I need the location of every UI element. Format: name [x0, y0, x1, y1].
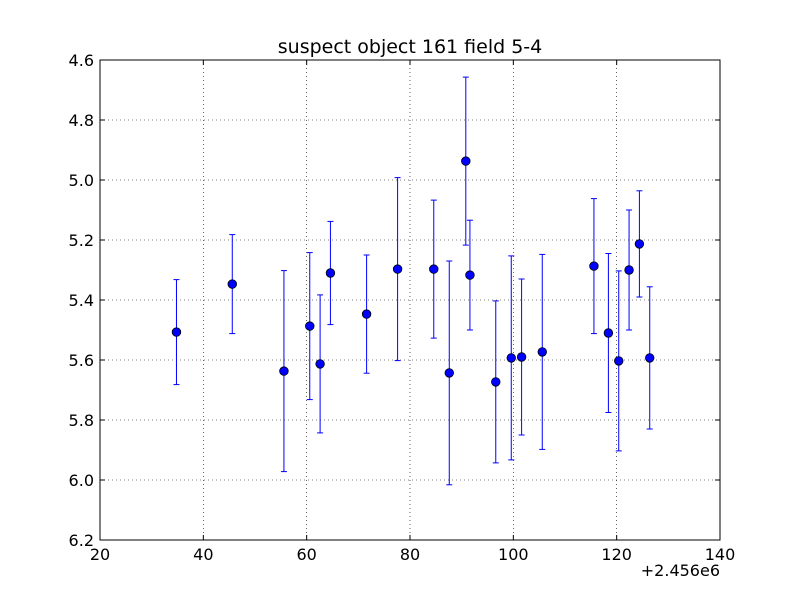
- data-point: [634, 239, 645, 249]
- data-point: [227, 279, 237, 289]
- data-point: [325, 268, 336, 278]
- data-point: [361, 309, 372, 319]
- data-point: [645, 353, 655, 363]
- data-point: [491, 377, 501, 387]
- x-tick-label: 60: [296, 545, 316, 564]
- y-tick-label: 6.2: [69, 531, 94, 550]
- data-point: [279, 366, 289, 376]
- y-tick-label: 4.6: [69, 51, 94, 70]
- data-point: [506, 353, 516, 363]
- chart-title: suspect object 161 field 5-4: [278, 36, 543, 58]
- x-tick-label: 40: [193, 545, 213, 564]
- data-point: [305, 321, 315, 331]
- y-tick-label: 4.8: [69, 111, 94, 130]
- x-tick-label: 140: [705, 545, 736, 564]
- data-point: [444, 368, 454, 378]
- x-tick-labels: 20 40 60 80 100 120 140: [90, 545, 735, 564]
- y-tick-label: 5.2: [69, 231, 94, 250]
- y-tick-label: 6.0: [69, 471, 94, 490]
- data-point: [537, 347, 547, 357]
- data-point: [589, 261, 599, 271]
- y-tick-label: 5.4: [69, 291, 94, 310]
- data-point: [516, 352, 527, 362]
- error-bars: [173, 76, 653, 486]
- data-points: [171, 156, 655, 387]
- data-point: [624, 265, 634, 275]
- data-point: [171, 327, 182, 337]
- x-offset-label: +2.456e6: [641, 561, 720, 580]
- data-point: [392, 264, 403, 274]
- axis-ticks: [99, 59, 721, 541]
- y-tick-labels: 4.6 4.8 5.0 5.2 5.4 5.6 5.8 6.0 6.2: [69, 51, 94, 550]
- x-tick-label: 100: [498, 545, 529, 564]
- x-tick-label: 120: [601, 545, 632, 564]
- y-tick-label: 5.0: [69, 171, 94, 190]
- y-tick-label: 5.6: [69, 351, 94, 370]
- data-point: [429, 264, 439, 274]
- x-tick-label: 80: [400, 545, 420, 564]
- y-tick-label: 5.8: [69, 411, 94, 430]
- x-tick-label: 20: [90, 545, 110, 564]
- data-point: [614, 356, 624, 366]
- data-point: [461, 156, 471, 166]
- data-point: [603, 328, 614, 338]
- data-point: [465, 270, 475, 280]
- data-point: [315, 359, 325, 369]
